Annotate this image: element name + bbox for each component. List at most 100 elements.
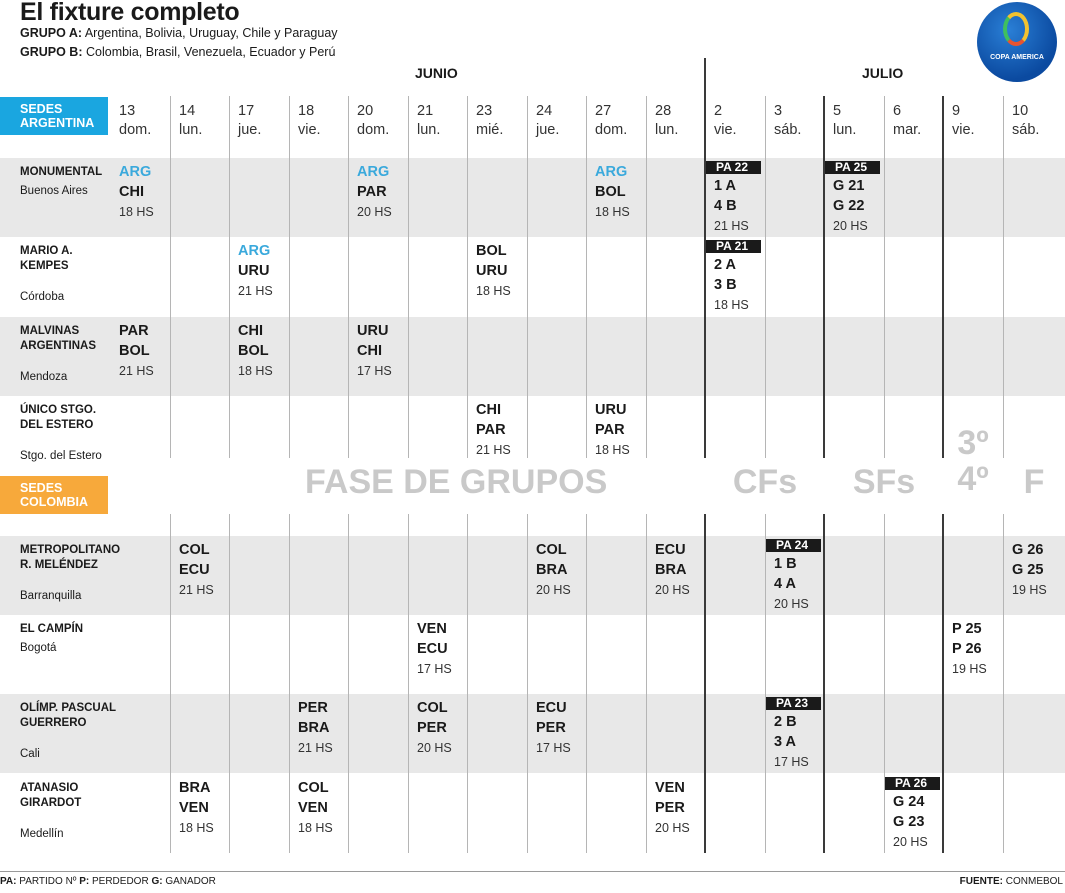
venue-name: MONUMENTAL Buenos Aires [20,165,125,234]
venue-city: Barranquilla [20,590,82,602]
team-label: PAR [595,422,625,438]
match-cell: COL PER 20 HS [417,698,477,758]
date-header: 24 jue. [536,102,559,140]
sedes-argentina-line2: ARGENTINA [20,116,95,130]
row-shade [0,694,1065,773]
group-a-label: GRUPO A: [20,26,83,40]
match-cell: URU CHI 17 HS [357,321,417,381]
match-time: 21 HS [298,741,333,755]
row-shade [0,158,1065,237]
match-cell: ECU PER 17 HS [536,698,596,758]
team-label: ECU [417,641,448,657]
sedes-colombia-line2: COLOMBIA [20,495,89,509]
match-time: 19 HS [952,662,987,676]
group-a-teams: Argentina, Bolivia, Uruguay, Chile y Par… [84,26,338,40]
venue-name-line: DEL ESTERO [20,419,94,431]
venue-name-line: R. MELÉNDEZ [20,559,98,571]
sedes-argentina-line1: SEDES [20,102,63,116]
date-number: 28 [655,103,672,119]
team-label: URU [476,263,508,279]
venue-name-line: MALVINAS [20,325,80,337]
date-header: 17 jue. [238,102,261,140]
team-label: BOL [595,184,626,200]
day-of-week: lun. [417,122,441,138]
team-label: VEN [417,621,447,637]
team-label: PAR [119,323,149,339]
match-cell: PA 23 2 B 3 A 17 HS [766,694,826,772]
team-label: G 26 [1012,542,1044,558]
day-of-week: sáb. [1012,122,1040,138]
team-label: PAR [476,422,506,438]
venue-name-line: METROPOLITANO [20,544,121,556]
team-label: 3 A [774,734,797,750]
date-header: 28 lun. [655,102,678,140]
team-label: CHI [238,323,263,339]
match-number-badge: PA 26 [885,777,940,790]
match-time: 20 HS [655,821,690,835]
venue-name: ÚNICO STGO. DEL ESTERO Stgo. del Estero [20,403,125,472]
group-b-label: GRUPO B: [20,45,83,59]
team-label: ECU [179,562,210,578]
team-label: 2 A [714,257,737,273]
team-label: URU [238,263,270,279]
match-cell: COL BRA 20 HS [536,540,596,600]
team-label: 4 A [774,576,797,592]
venue-name-line: KEMPES [20,260,69,272]
match-number-badge: PA 24 [766,539,821,552]
team-label: URU [357,323,389,339]
venue-name-line: EL CAMPÍN [20,623,84,635]
team-label: CHI [119,184,144,200]
team-label: BRA [655,562,687,578]
match-cell: PA 22 1 A 4 B 21 HS [706,158,766,236]
match-time: 21 HS [179,583,214,597]
day-of-week: vie. [952,122,975,138]
date-header: 21 lun. [417,102,440,140]
copa-america-logo: COPA AMERICA [977,2,1057,82]
phase-group-stage: FASE DE GRUPOS [305,463,608,501]
match-number-badge: PA 25 [825,161,880,174]
date-header: 18 vie. [298,102,321,140]
venue-city: Córdoba [20,291,65,303]
venue-name-line: ATANASIO [20,782,79,794]
match-cell: ARG CHI 18 HS [119,162,179,222]
team-label: URU [595,402,627,418]
date-header: 3 sáb. [774,102,801,140]
team-label: 4 B [714,198,737,214]
venue-name-line: GIRARDOT [20,797,82,809]
match-cell: PER BRA 21 HS [298,698,358,758]
team-label: ECU [655,542,686,558]
date-header: 10 sáb. [1012,102,1039,140]
venue-name-line: GUERRERO [20,717,87,729]
venue-name-line: OLÍMP. PASCUAL [20,702,117,714]
venue-city: Mendoza [20,371,68,383]
match-cell: BRA VEN 18 HS [179,778,239,838]
legend-g-key: G: [151,876,163,887]
date-number: 17 [238,103,255,119]
match-cell: PAR BOL 21 HS [119,321,179,381]
day-of-week: jue. [536,122,560,138]
team-label: PER [655,800,685,816]
team-label: COL [298,780,329,796]
team-label: 1 B [774,556,797,572]
team-label: ARG [238,243,271,259]
date-number: 13 [119,103,136,119]
date-number: 23 [476,103,493,119]
day-of-week: lun. [833,122,857,138]
match-time: 21 HS [476,443,511,457]
phase-semifinals: SFs [852,463,916,501]
match-time: 17 HS [357,364,392,378]
phase-quarterfinals: CFs [732,463,798,501]
match-cell: ARG BOL 18 HS [595,162,655,222]
match-cell: BOL URU 18 HS [476,241,536,301]
phase-divider-line [704,58,706,853]
team-label: VEN [298,800,328,816]
row-shade [0,317,1065,396]
team-label: PER [417,720,447,736]
legend-pa-text: PARTIDO Nº [16,876,80,887]
match-cell: PA 24 1 B 4 A 20 HS [766,536,826,614]
team-label: 1 A [714,178,737,194]
match-time: 18 HS [714,298,749,312]
team-label: VEN [655,780,685,796]
phase-final: F [1023,463,1045,501]
venue-city: Medellín [20,828,64,840]
